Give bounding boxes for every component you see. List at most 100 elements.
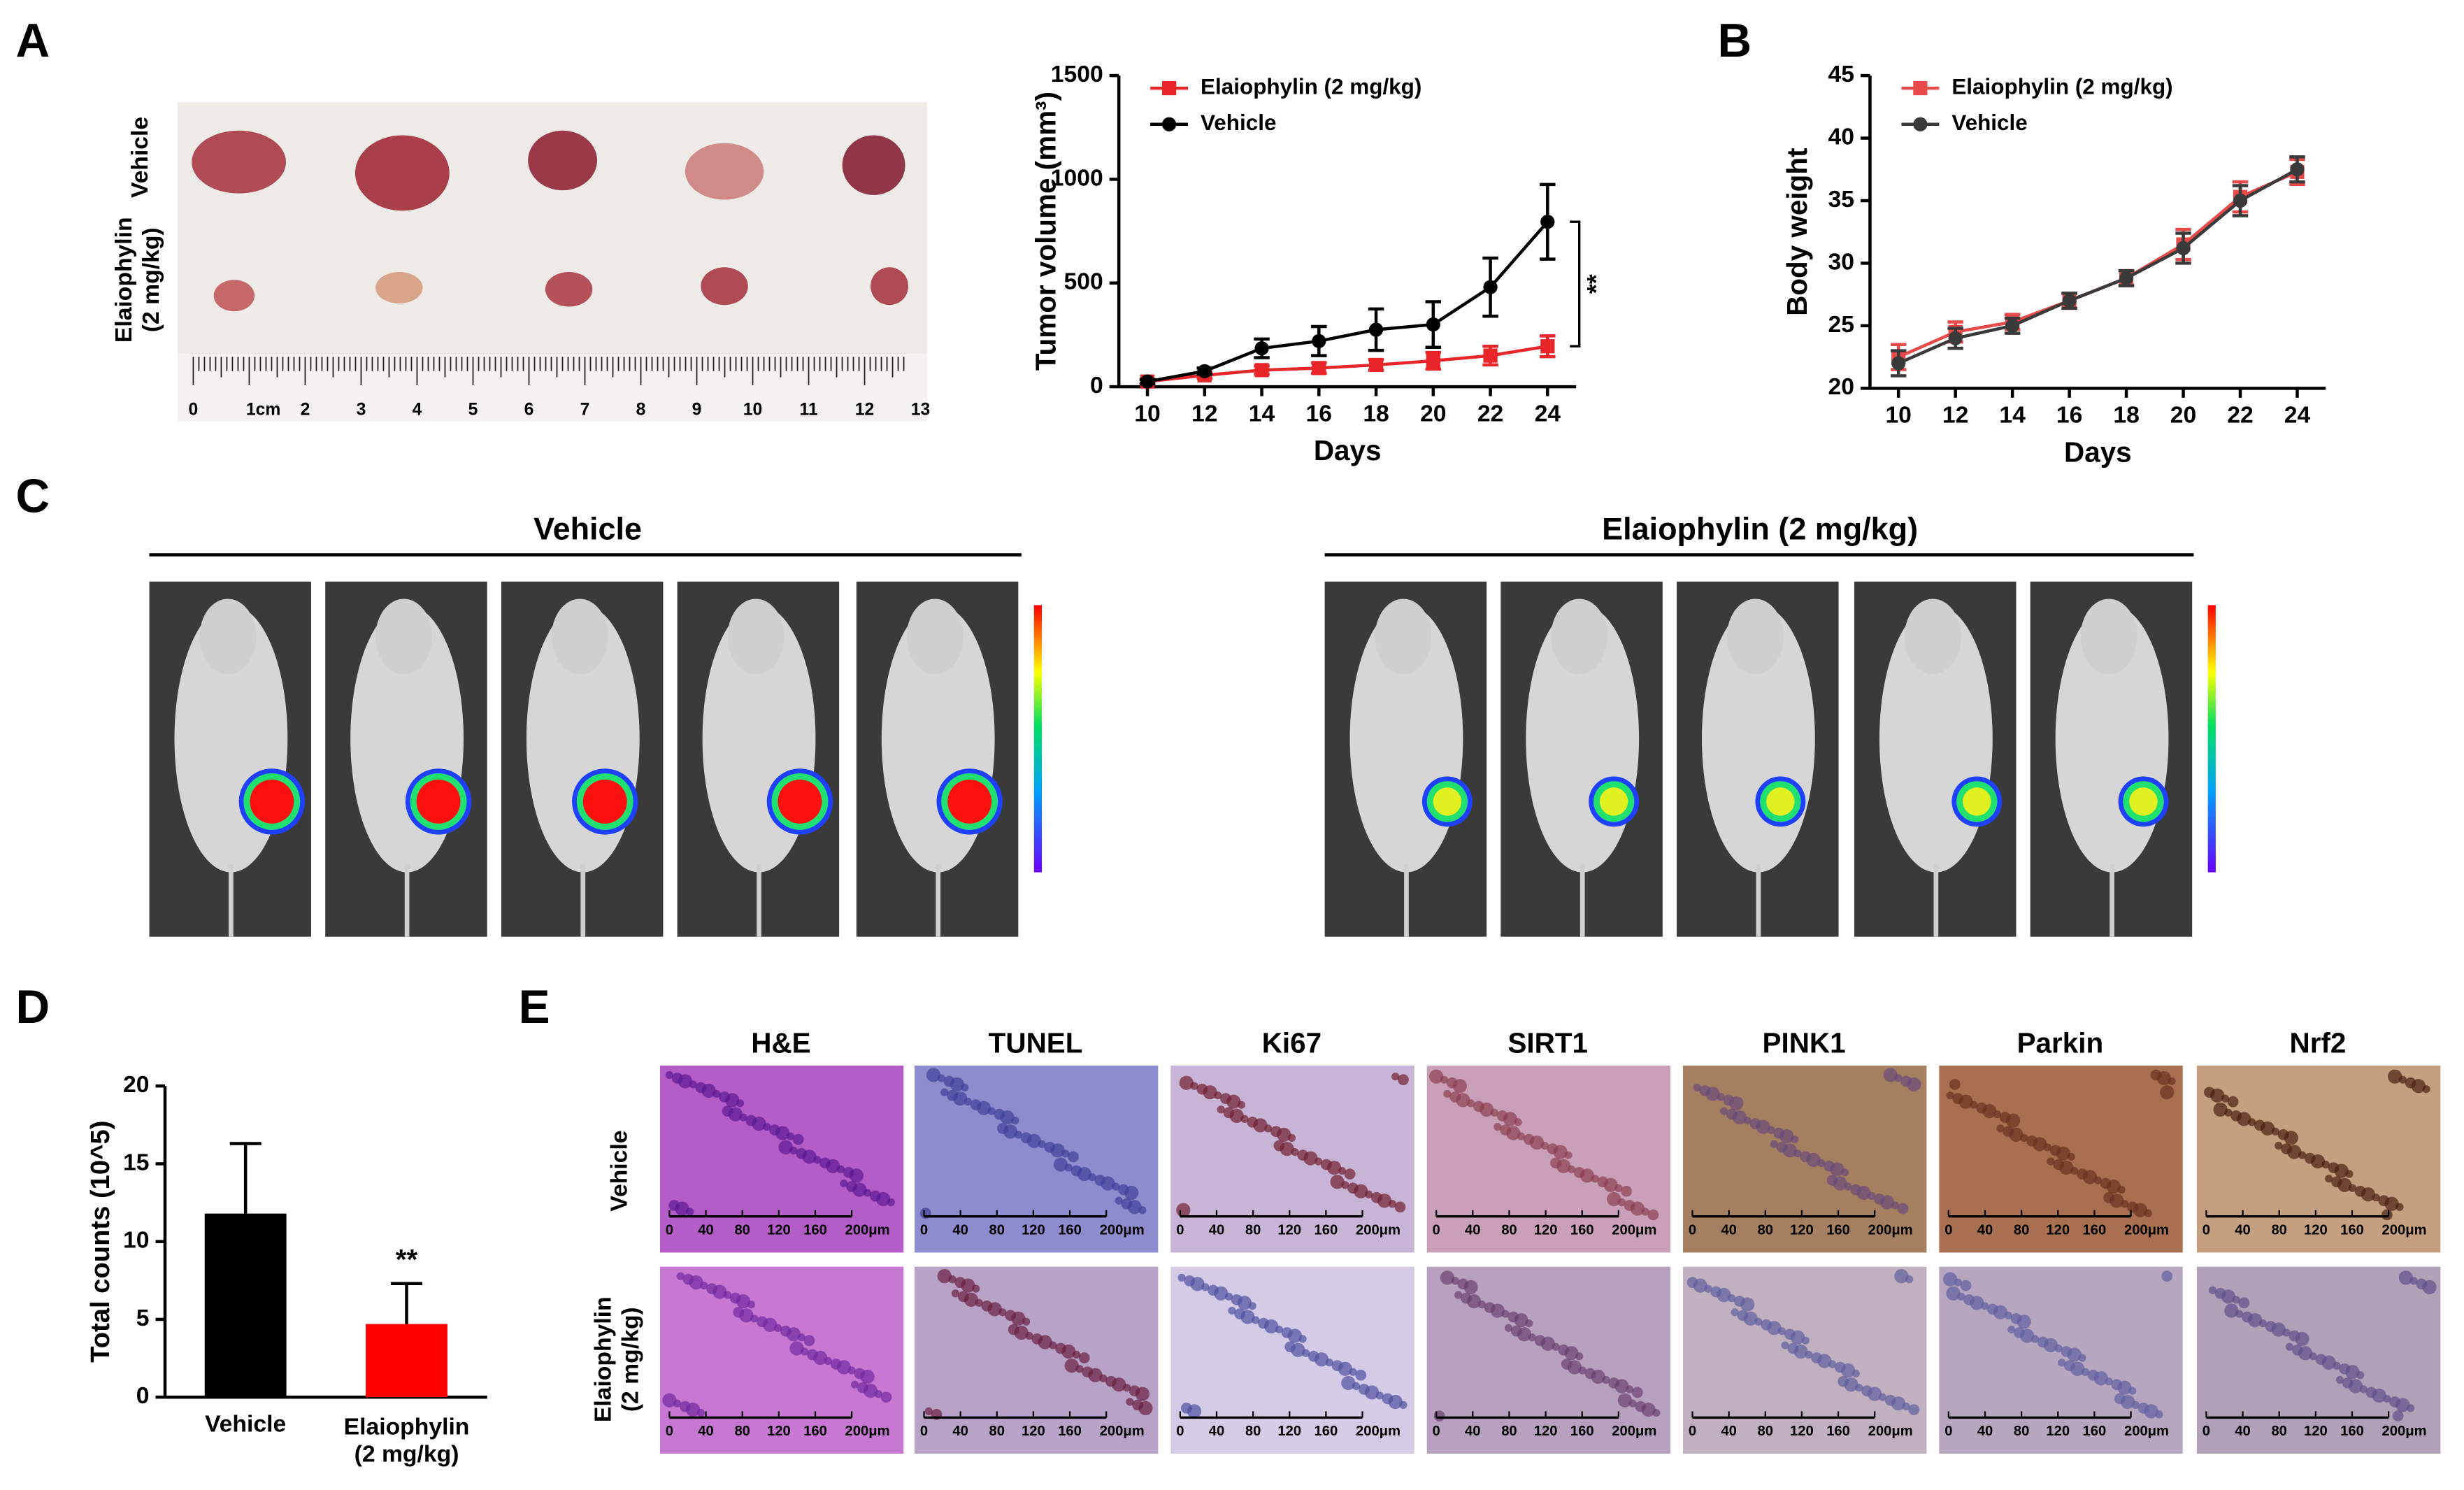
scale-label: 0: [2202, 1222, 2210, 1238]
ruler-label: 1cm: [246, 400, 280, 419]
marker: [1540, 215, 1555, 229]
nucleus: [2384, 1196, 2399, 1211]
nucleus: [686, 1403, 701, 1417]
scale-label: 80: [1501, 1424, 1517, 1439]
nucleus: [1377, 1194, 1392, 1208]
significance-bracket: [1570, 220, 1581, 348]
nucleus: [1902, 1403, 1910, 1411]
x-tick-label: 10: [1885, 402, 1912, 429]
scale-label: 160: [2340, 1424, 2364, 1439]
scale-label: 40: [2235, 1222, 2251, 1238]
nucleus: [1856, 1185, 1871, 1201]
column-header: PINK1: [1763, 1026, 1846, 1059]
nucleus: [1891, 1396, 1906, 1411]
scale-label: 120: [1022, 1424, 1045, 1439]
nucleus: [1451, 1277, 1459, 1285]
bar: [204, 1213, 287, 1398]
nucleus: [2043, 1338, 2058, 1353]
nucleus: [1064, 1163, 1073, 1172]
nucleus: [1897, 1203, 1909, 1215]
scale-label: 200μm: [1100, 1222, 1145, 1238]
nucleus: [2285, 1342, 2294, 1351]
scale-label: 200μm: [1612, 1222, 1656, 1238]
nucleus: [1880, 1195, 1895, 1210]
nucleus: [1647, 1209, 1659, 1221]
nucleus: [2227, 1096, 2239, 1108]
nucleus: [1946, 1091, 1954, 1100]
nucleus: [1077, 1166, 1091, 1182]
scale-label: 120: [1022, 1222, 1045, 1238]
nucleus: [2093, 1371, 2108, 1386]
x-tick-label: 18: [2113, 402, 2140, 429]
scale-label: 120: [2046, 1424, 2070, 1439]
panel-letter: D: [15, 981, 50, 1033]
ruler: [177, 353, 927, 422]
nucleus: [1229, 1108, 1244, 1124]
nucleus: [678, 1074, 693, 1089]
nucleus: [1352, 1382, 1361, 1391]
nucleus: [2333, 1361, 2341, 1370]
scale-label: 80: [989, 1424, 1005, 1439]
ruler-ticks: [192, 357, 905, 385]
scale-label: 160: [2083, 1424, 2107, 1439]
nucleus: [1754, 1317, 1763, 1326]
nucleus: [1388, 1200, 1396, 1208]
nucleus: [1833, 1176, 1847, 1191]
scale-label: 120: [1277, 1222, 1301, 1238]
nucleus: [1252, 1316, 1260, 1324]
nucleus: [1580, 1168, 1595, 1183]
nucleus: [1053, 1157, 1068, 1172]
marker: [1483, 348, 1498, 363]
nucleus: [1728, 1294, 1736, 1303]
ruler-label: 8: [636, 400, 646, 419]
scale-label: 80: [2271, 1424, 2287, 1439]
tumors: [192, 130, 909, 312]
nucleus: [1214, 1286, 1229, 1301]
scale-label: 80: [989, 1222, 1005, 1238]
scale-label: 0: [666, 1222, 673, 1238]
nucleus: [1240, 1115, 1249, 1124]
nucleus: [1528, 1333, 1536, 1342]
nucleus: [836, 1165, 845, 1173]
nucleus: [1477, 1300, 1486, 1309]
scale-label: 200μm: [845, 1424, 890, 1439]
y-tick-label: 20: [123, 1071, 150, 1098]
nucleus: [1190, 1277, 1205, 1291]
nucleus: [1214, 1091, 1222, 1100]
nucleus: [786, 1327, 801, 1342]
x-tick-label: 20: [2170, 402, 2196, 429]
marker: [1483, 280, 1498, 294]
scale-label: 120: [1790, 1222, 1814, 1238]
nucleus: [2398, 1270, 2413, 1285]
nucleus: [847, 1366, 856, 1375]
column-header: Nrf2: [2290, 1026, 2347, 1059]
scale-label: 200μm: [2382, 1222, 2427, 1238]
scale-label: 0: [1176, 1424, 1184, 1439]
nucleus: [874, 1390, 882, 1398]
nucleus: [1603, 1177, 1618, 1192]
nucleus: [1061, 1344, 1076, 1359]
scale-label: 40: [2235, 1424, 2251, 1439]
nucleus: [1466, 1294, 1482, 1309]
nucleus: [1817, 1159, 1826, 1167]
ruler-label: 2: [301, 400, 310, 419]
nucleus: [1494, 1123, 1502, 1131]
nucleus: [2067, 1347, 2082, 1362]
nucleus: [2337, 1177, 2352, 1192]
nucleus: [696, 1409, 705, 1417]
nucleus: [1540, 1141, 1549, 1150]
nucleus: [1743, 1117, 1752, 1125]
nucleus: [824, 1356, 833, 1366]
scale-label: 40: [1209, 1424, 1225, 1439]
nucleus: [2208, 1286, 2217, 1294]
nucleus: [2117, 1380, 2132, 1395]
nucleus: [937, 1269, 952, 1284]
nucleus: [2081, 1368, 2089, 1376]
nucleus: [1851, 1369, 1860, 1378]
nucleus: [1122, 1384, 1131, 1392]
nucleus: [1793, 1149, 1802, 1158]
x-tick-label: 14: [1249, 400, 1275, 427]
nucleus: [1026, 1133, 1041, 1148]
bar: [366, 1324, 447, 1398]
nucleus: [1291, 1147, 1299, 1156]
